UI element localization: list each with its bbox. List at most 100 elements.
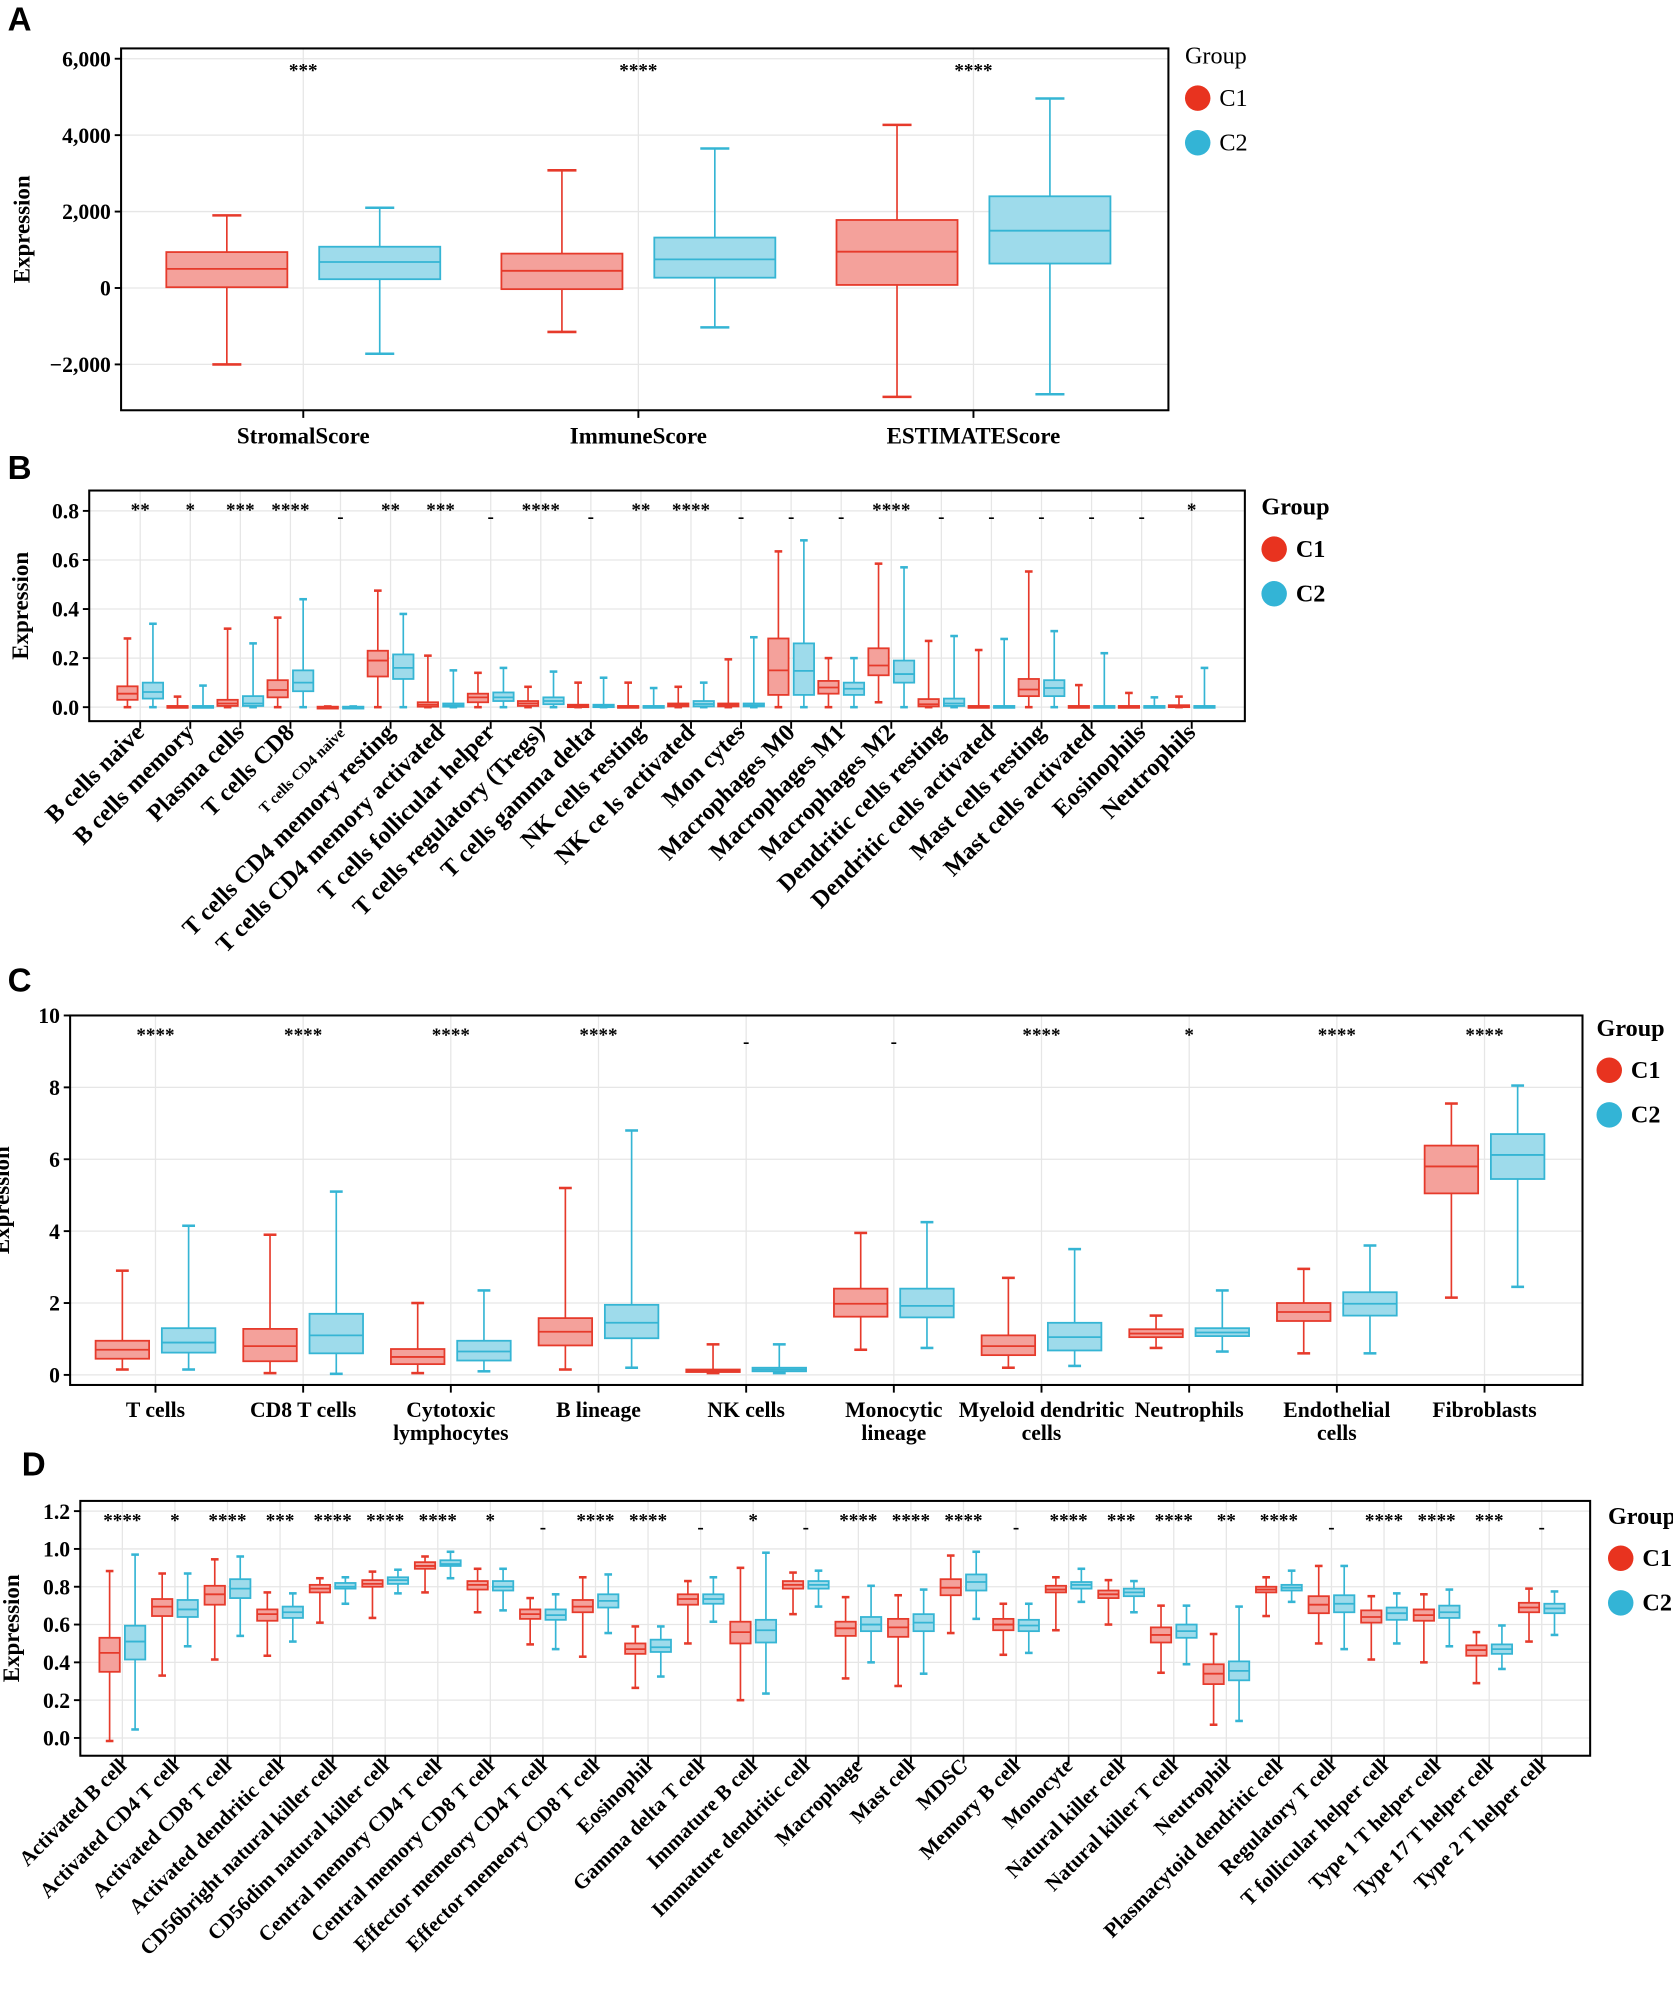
significance-label: - bbox=[738, 506, 744, 527]
x-tick-label: lineage bbox=[861, 1421, 926, 1445]
y-tick-label: 10 bbox=[38, 1004, 60, 1028]
significance-label: **** bbox=[1365, 1510, 1403, 1531]
box-iqr bbox=[256, 1608, 279, 1622]
box-C2 bbox=[492, 1567, 515, 1612]
box-iqr bbox=[366, 649, 389, 678]
significance-label: **** bbox=[1050, 1510, 1088, 1531]
significance-label: *** bbox=[1475, 1510, 1504, 1531]
box-C1 bbox=[151, 1572, 174, 1677]
box-C2 bbox=[1342, 1244, 1398, 1355]
box-C1 bbox=[867, 562, 890, 704]
box-iqr bbox=[899, 1287, 955, 1319]
box-C1 bbox=[466, 1567, 489, 1614]
box-iqr bbox=[242, 1328, 298, 1363]
box-C2 bbox=[1093, 651, 1116, 709]
y-tick-label: 0.6 bbox=[43, 1613, 70, 1637]
box-C1 bbox=[500, 169, 624, 334]
y-tick-label: 0.2 bbox=[52, 647, 79, 671]
significance-label: ** bbox=[631, 500, 650, 521]
box-iqr bbox=[653, 236, 777, 279]
significance-label: - bbox=[1138, 506, 1144, 527]
box-C1 bbox=[1149, 1604, 1173, 1675]
box-iqr bbox=[266, 679, 289, 699]
y-tick-label: 1.2 bbox=[43, 1500, 70, 1524]
box-iqr bbox=[151, 1598, 174, 1617]
box-C2 bbox=[1193, 666, 1216, 709]
box-C2 bbox=[1227, 1605, 1251, 1723]
significance-label: * bbox=[748, 1510, 758, 1531]
box-iqr bbox=[917, 698, 940, 708]
box-iqr bbox=[1489, 1133, 1546, 1180]
box-C1 bbox=[1517, 1587, 1541, 1643]
box-C1 bbox=[835, 123, 959, 399]
significance-label: - bbox=[938, 506, 944, 527]
significance-label: - bbox=[891, 1031, 897, 1052]
box-iqr bbox=[943, 697, 966, 707]
legend: Group C1 C2 bbox=[1607, 1503, 1673, 1616]
box-iqr bbox=[980, 1334, 1037, 1357]
significance-label: *** bbox=[266, 1510, 295, 1531]
significance-label: - bbox=[1328, 1517, 1334, 1538]
box-C2 bbox=[176, 1572, 199, 1648]
significance-label: **** bbox=[271, 500, 309, 521]
box-C2 bbox=[1438, 1588, 1461, 1648]
box-C2 bbox=[592, 676, 615, 709]
box-C2 bbox=[642, 686, 665, 709]
box-iqr bbox=[124, 1624, 147, 1661]
x-tick-label: cells bbox=[1317, 1421, 1357, 1445]
box-C2 bbox=[1194, 1289, 1250, 1353]
legend-title: Group bbox=[1597, 1015, 1665, 1042]
box-C1 bbox=[519, 1596, 542, 1646]
x-tick-label: Myeloid dendritic bbox=[959, 1398, 1125, 1422]
box-C1 bbox=[1044, 1576, 1067, 1632]
significance-label: - bbox=[337, 506, 343, 527]
y-tick-label: 0 bbox=[100, 277, 111, 301]
legend-dot-C1 bbox=[1261, 536, 1287, 562]
panel-C: C 0 2 4 6 8 10 Expression **** T cells **** CD8 T c… bbox=[0, 962, 1665, 1444]
box-C1 bbox=[94, 1269, 151, 1371]
box-C2 bbox=[1070, 1567, 1093, 1604]
box-C2 bbox=[912, 1588, 935, 1675]
y-tick-label: 0.0 bbox=[52, 696, 79, 720]
significance-label: - bbox=[1013, 1517, 1019, 1538]
significance-label: **** bbox=[1260, 1510, 1298, 1531]
plot-frame bbox=[69, 1014, 1584, 1386]
box-iqr bbox=[603, 1303, 660, 1340]
box-C2 bbox=[603, 1129, 660, 1369]
box-C1 bbox=[361, 1570, 384, 1620]
box-C2 bbox=[439, 1550, 462, 1580]
y-tick-label: 1.0 bbox=[43, 1538, 70, 1562]
box-C2 bbox=[241, 642, 265, 709]
y-tick-label: 0.6 bbox=[52, 549, 79, 573]
box-C1 bbox=[1017, 570, 1040, 709]
significance-label: **** bbox=[954, 60, 992, 81]
box-C2 bbox=[965, 1550, 988, 1621]
box-C1 bbox=[767, 550, 790, 709]
box-iqr bbox=[867, 647, 890, 677]
box-C2 bbox=[1143, 696, 1166, 709]
legend-dot-C2 bbox=[1261, 580, 1287, 607]
significance-label: - bbox=[838, 506, 844, 527]
box-C1 bbox=[676, 1579, 699, 1645]
x-tick-label: T cells bbox=[126, 1398, 185, 1422]
significance-label: **** bbox=[629, 1510, 667, 1531]
box-C2 bbox=[1043, 629, 1066, 709]
box-iqr bbox=[241, 695, 265, 707]
box-C2 bbox=[392, 612, 415, 709]
legend-label: C1 bbox=[1219, 85, 1247, 112]
legend-dot-C2 bbox=[1596, 1102, 1622, 1128]
significance-label: - bbox=[743, 1031, 749, 1052]
significance-label: - bbox=[1038, 506, 1044, 527]
box-iqr bbox=[176, 1599, 199, 1618]
significance-label: **** bbox=[872, 500, 910, 521]
box-C2 bbox=[859, 1584, 883, 1664]
box-C1 bbox=[390, 1301, 446, 1375]
box-C2 bbox=[1543, 1590, 1566, 1637]
significance-label: - bbox=[540, 1517, 546, 1538]
box-C1 bbox=[1465, 1630, 1488, 1685]
significance-label: - bbox=[1539, 1517, 1545, 1538]
box-C1 bbox=[817, 656, 840, 709]
y-tick-label: 4,000 bbox=[62, 124, 111, 148]
